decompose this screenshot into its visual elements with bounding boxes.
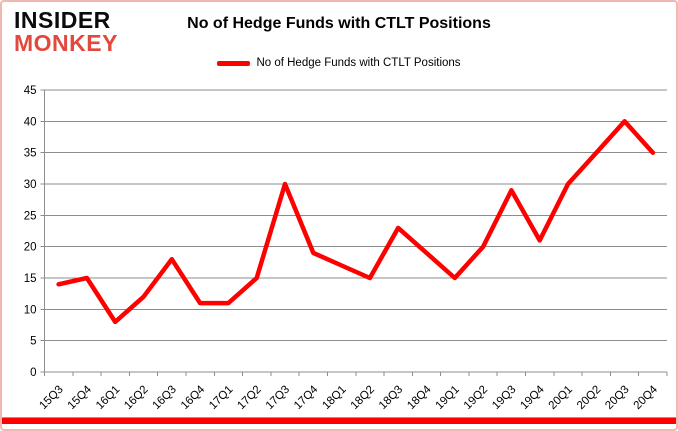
x-axis-label: 16Q1 bbox=[94, 384, 122, 412]
x-axis-label: 16Q4 bbox=[179, 383, 208, 412]
y-axis-label: 35 bbox=[24, 148, 37, 160]
y-axis-label: 10 bbox=[24, 304, 37, 316]
y-axis-label: 15 bbox=[24, 273, 37, 285]
x-axis-label: 20Q4 bbox=[632, 383, 661, 412]
x-axis-label: 17Q2 bbox=[235, 384, 263, 412]
x-axis-label: 16Q2 bbox=[122, 384, 150, 412]
bottom-red-bar bbox=[2, 418, 676, 424]
y-axis-label: 25 bbox=[24, 210, 37, 222]
x-axis-label: 15Q3 bbox=[37, 384, 65, 412]
logo-text-insider: INSIDER bbox=[14, 7, 111, 33]
logo-text-monkey: MONKEY bbox=[14, 30, 118, 57]
y-axis-label: 45 bbox=[24, 85, 37, 97]
x-axis-label: 20Q1 bbox=[547, 384, 575, 412]
x-axis-label: 17Q1 bbox=[207, 384, 235, 412]
x-axis-label: 16Q3 bbox=[151, 384, 179, 412]
insider-monkey-logo: INSIDER MONKEY bbox=[14, 7, 118, 57]
x-axis-label: 18Q1 bbox=[320, 384, 348, 412]
data-line bbox=[56, 119, 656, 325]
x-axis-label: 20Q2 bbox=[575, 384, 603, 412]
legend-label: No of Hedge Funds with CTLT Positions bbox=[256, 57, 461, 69]
y-axis-label: 0 bbox=[30, 367, 36, 379]
x-axis-label: 18Q4 bbox=[405, 383, 434, 412]
y-axis-label: 5 bbox=[30, 336, 36, 348]
x-axis-label: 19Q1 bbox=[434, 384, 462, 412]
x-axis-label: 15Q4 bbox=[66, 383, 95, 412]
x-axis-label: 18Q2 bbox=[349, 384, 377, 412]
chart-title: No of Hedge Funds with CTLT Positions bbox=[187, 15, 491, 32]
y-axis-label: 20 bbox=[24, 242, 37, 254]
x-axis-label: 19Q3 bbox=[490, 384, 518, 412]
x-axis-label: 19Q2 bbox=[462, 384, 490, 412]
y-axis-label: 40 bbox=[24, 116, 37, 128]
chart-legend: No of Hedge Funds with CTLT Positions bbox=[2, 57, 676, 69]
x-axis-label: 18Q3 bbox=[377, 384, 405, 412]
y-axis-label: 30 bbox=[24, 179, 37, 191]
x-axis-label: 19Q4 bbox=[518, 383, 547, 412]
legend-line-swatch bbox=[217, 60, 251, 66]
x-axis-label: 20Q3 bbox=[603, 384, 631, 412]
x-axis-label: 17Q4 bbox=[292, 383, 321, 412]
x-axis-label: 17Q3 bbox=[264, 384, 292, 412]
